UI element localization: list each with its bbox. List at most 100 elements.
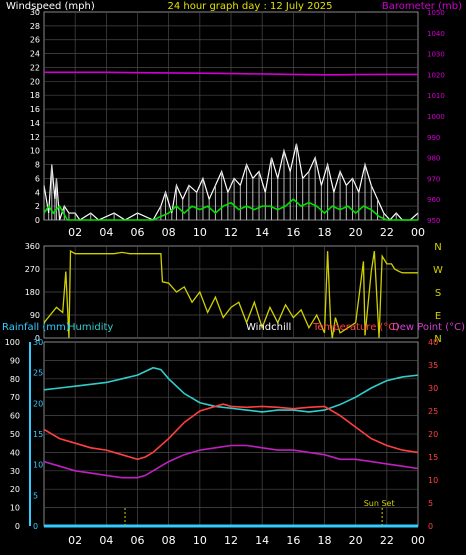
direction-y-tick-label: 180 <box>25 288 40 297</box>
barometer-y-tick-label: 1050 <box>427 9 445 17</box>
barometer-line <box>44 71 418 76</box>
wind-y-tick-label: 20 <box>30 77 40 86</box>
temperature-x-tick-label: 14 <box>255 534 269 547</box>
temperature-y-tick-label: 5 <box>428 499 433 508</box>
direction-compass-label: N <box>434 242 441 253</box>
wind-x-tick-label: 04 <box>99 226 113 239</box>
wind-axis-title: Windspeed (mph) <box>6 1 95 12</box>
temperature-x-tick-label: 10 <box>193 534 207 547</box>
temperature-y-tick-label: 10 <box>428 476 438 485</box>
sun-set-label: Sun Set <box>364 499 395 508</box>
temperature-y-tick-label: 15 <box>428 453 438 462</box>
temperature-y-tick-label: 40 <box>428 338 438 347</box>
wind-y-tick-label: 18 <box>30 91 40 100</box>
dewpoint-line <box>43 444 419 479</box>
wind-x-tick-label: 20 <box>349 226 363 239</box>
temperature-humidity-panel: 0102030405060708090100051015202530051015… <box>5 338 438 547</box>
wind-average-line <box>43 198 418 221</box>
temperature-x-tick-label: 18 <box>318 534 332 547</box>
wind-y-tick-label: 28 <box>30 22 40 31</box>
rain-y-tick-label: 25 <box>33 369 43 378</box>
barometer-y-tick-label: 1040 <box>427 30 445 38</box>
humidity-y-tick-label: 80 <box>10 375 20 384</box>
direction-y-tick-label: 90 <box>30 311 40 320</box>
legend-humidity: Humidity <box>68 322 113 333</box>
humidity-y-tick-label: 60 <box>10 412 20 421</box>
temperature-y-tick-label: 25 <box>428 407 438 416</box>
temperature-x-tick-label: 20 <box>349 534 363 547</box>
barometer-y-tick-label: 1010 <box>427 92 445 100</box>
wind-y-tick-label: 14 <box>30 119 40 128</box>
wind-x-tick-label: 08 <box>162 226 176 239</box>
temperature-line <box>43 403 419 461</box>
legend-windchill: Windchill <box>246 322 291 333</box>
temperature-x-tick-label: 00 <box>411 534 425 547</box>
temperature-x-tick-label: 06 <box>131 534 145 547</box>
barometer-y-tick-label: 960 <box>427 196 440 204</box>
temperature-x-tick-label: 22 <box>380 534 394 547</box>
barometer-y-tick-label: 1030 <box>427 51 445 59</box>
temperature-x-tick-label: 04 <box>99 534 113 547</box>
wind-x-tick-label: 10 <box>193 226 207 239</box>
graph-day-title: 24 hour graph day : 12 July 2025 <box>167 1 332 12</box>
wind-direction-line <box>43 250 418 339</box>
temperature-y-tick-label: 30 <box>428 384 438 393</box>
direction-compass-label: S <box>435 288 441 299</box>
barometer-y-tick-label: 980 <box>427 155 440 163</box>
wind-x-tick-label: 18 <box>318 226 332 239</box>
rain-y-tick-label: 10 <box>33 461 43 470</box>
wind-y-tick-label: 0 <box>35 216 40 225</box>
barometer-y-tick-label: 970 <box>427 175 440 183</box>
wind-y-tick-label: 12 <box>30 133 40 142</box>
humidity-y-tick-label: 40 <box>10 448 20 457</box>
direction-y-tick-label: 270 <box>25 265 40 274</box>
legend-rainfall: Rainfall (mm) <box>2 322 70 333</box>
rain-y-tick-label: 15 <box>33 430 43 439</box>
humidity-line <box>43 366 419 413</box>
legend-dewpoint: Dew Point (°C) <box>392 322 465 333</box>
rain-y-tick-label: 5 <box>33 491 38 500</box>
legend-temperature: Temperature (°C) <box>312 322 399 333</box>
rain-y-tick-label: 0 <box>33 522 38 531</box>
barometer-y-tick-label: 1000 <box>427 113 445 121</box>
temperature-y-tick-label: 35 <box>428 361 438 370</box>
humidity-y-tick-label: 0 <box>15 522 20 531</box>
wind-x-tick-label: 22 <box>380 226 394 239</box>
wind-x-tick-label: 06 <box>131 226 145 239</box>
temperature-y-tick-label: 20 <box>428 430 438 439</box>
barometer-y-tick-label: 990 <box>427 134 440 142</box>
barometer-y-tick-label: 1020 <box>427 71 445 79</box>
wind-y-tick-label: 6 <box>35 174 40 183</box>
barometer-axis-title: Barometer (mb) <box>382 1 462 12</box>
temperature-x-tick-label: 08 <box>162 534 176 547</box>
wind-gust-line <box>43 143 419 221</box>
rain-y-tick-label: 20 <box>33 399 43 408</box>
temperature-x-tick-label: 16 <box>286 534 300 547</box>
direction-y-tick-label: 0 <box>35 334 40 343</box>
direction-compass-label: W <box>433 265 443 276</box>
humidity-y-tick-label: 90 <box>10 356 20 365</box>
wind-y-tick-label: 22 <box>30 63 40 72</box>
wind-x-tick-label: 02 <box>68 226 82 239</box>
direction-compass-label: N <box>434 334 441 345</box>
temperature-y-tick-label: 0 <box>428 522 433 531</box>
wind-y-tick-label: 10 <box>30 147 40 156</box>
rain-y-tick-label: 30 <box>33 338 43 347</box>
humidity-y-tick-label: 70 <box>10 393 20 402</box>
wind-y-tick-label: 4 <box>35 188 40 197</box>
humidity-y-tick-label: 30 <box>10 467 20 476</box>
wind-x-tick-label: 16 <box>286 226 300 239</box>
wind-y-tick-label: 16 <box>30 105 40 114</box>
wind-x-tick-label: 00 <box>411 226 425 239</box>
direction-y-tick-label: 360 <box>25 242 40 251</box>
wind-x-tick-label: 14 <box>255 226 269 239</box>
wind-y-tick-label: 24 <box>30 50 40 59</box>
barometer-y-tick-label: 950 <box>427 217 440 225</box>
wind-y-tick-label: 30 <box>30 8 40 17</box>
direction-compass-label: E <box>435 311 441 322</box>
humidity-y-tick-label: 20 <box>10 485 20 494</box>
wind-y-tick-label: 2 <box>35 202 40 211</box>
wind-y-tick-label: 8 <box>35 161 40 170</box>
